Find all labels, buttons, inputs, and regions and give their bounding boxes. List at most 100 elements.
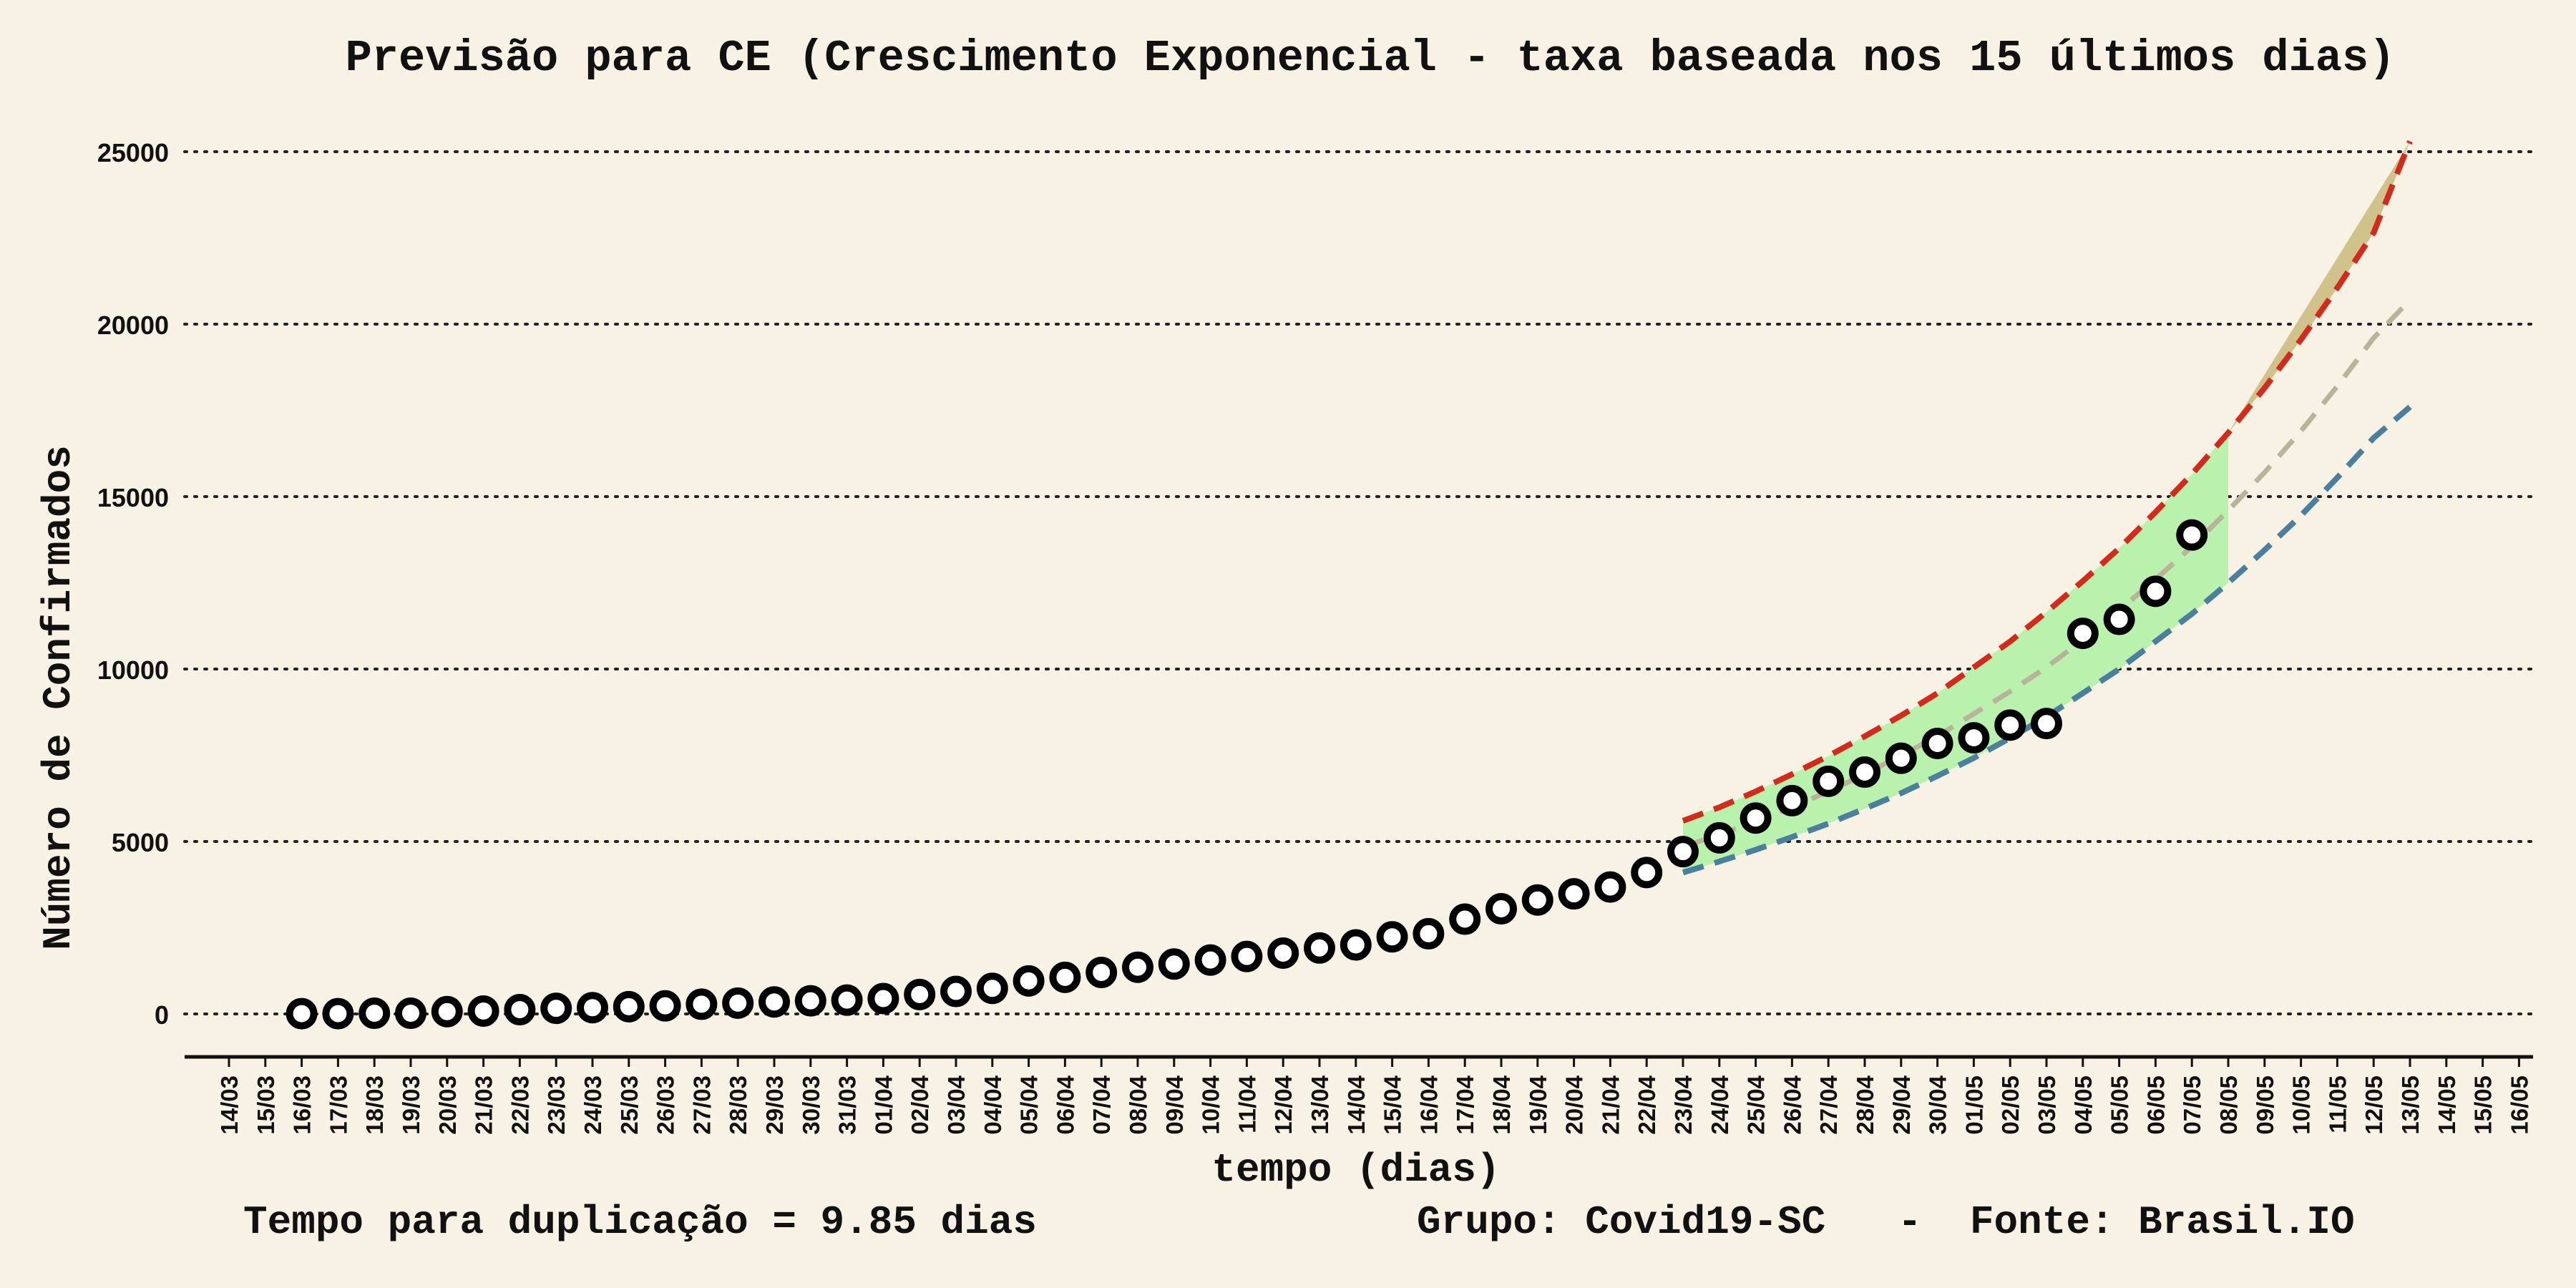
observed-point-29/03	[758, 986, 790, 1018]
observed-point-21/03	[467, 995, 499, 1027]
x-tick-30/04: 30/04	[1925, 1075, 1951, 1134]
x-tick-16/03: 16/03	[289, 1075, 316, 1135]
x-tick-10/05: 10/05	[2288, 1075, 2315, 1135]
observed-point-14/04	[1340, 929, 1372, 961]
x-tick-27/04: 27/04	[1815, 1075, 1842, 1134]
projection-lines	[1682, 140, 2413, 876]
observed-point-04/05	[2067, 618, 2099, 650]
x-tick-15/03: 15/03	[253, 1075, 279, 1135]
observed-point-18/03	[358, 997, 391, 1030]
x-tick-04/05: 04/05	[2070, 1075, 2097, 1135]
observed-point-27/03	[686, 988, 718, 1020]
x-tick-01/04: 01/04	[870, 1075, 897, 1134]
x-tick-23/04: 23/04	[1670, 1075, 1697, 1134]
x-tick-12/05: 12/05	[2361, 1075, 2387, 1135]
observed-point-08/04	[1122, 951, 1153, 983]
x-tick-04/04: 04/04	[980, 1075, 1006, 1134]
x-tick-19/04: 19/04	[1525, 1075, 1551, 1134]
x-tick-02/05: 02/05	[1997, 1075, 2024, 1135]
x-tick-17/04: 17/04	[1452, 1075, 1478, 1134]
x-tick-31/03: 31/03	[834, 1075, 861, 1135]
observed-point-20/04	[1558, 878, 1590, 910]
x-tick-12/04: 12/04	[1270, 1075, 1297, 1134]
central-projection-line	[1682, 298, 2412, 849]
x-tick-23/03: 23/03	[543, 1075, 570, 1135]
doubling-time-note: Tempo para duplicação = 9.85 dias	[243, 1199, 1037, 1245]
observed-point-09/04	[1158, 948, 1190, 980]
x-tick-15/04: 15/04	[1380, 1075, 1406, 1134]
observed-point-05/05	[2103, 603, 2135, 635]
observed-point-11/04	[1231, 940, 1263, 972]
observed-point-12/04	[1267, 937, 1299, 969]
x-tick-14/03: 14/03	[216, 1075, 243, 1135]
forecast-band	[2228, 141, 2410, 433]
x-tick-17/03: 17/03	[325, 1075, 351, 1135]
observed-point-22/04	[1631, 857, 1663, 889]
observed-point-19/04	[1521, 884, 1553, 916]
observed-point-16/03	[286, 997, 318, 1030]
observed-points	[286, 519, 2208, 1030]
x-axis-label: tempo (dias)	[1211, 1147, 1500, 1193]
x-tick-06/04: 06/04	[1052, 1075, 1078, 1134]
x-tick-25/03: 25/03	[616, 1075, 643, 1135]
observed-point-17/04	[1449, 903, 1481, 935]
observed-point-04/04	[976, 972, 1008, 1005]
observed-point-22/03	[504, 993, 536, 1025]
observed-point-26/03	[649, 990, 681, 1022]
observed-point-23/03	[540, 992, 572, 1025]
x-tick-16/04: 16/04	[1415, 1075, 1442, 1134]
x-tick-01/05: 01/05	[1961, 1075, 1987, 1135]
observed-point-28/04	[1849, 756, 1880, 789]
x-tick-13/05: 13/05	[2397, 1075, 2424, 1135]
y-tick-labels: 0 5000 10000 15000 20000 25000	[97, 138, 169, 1030]
observed-point-05/04	[1013, 965, 1045, 997]
observed-point-03/04	[940, 975, 972, 1008]
observed-point-26/04	[1776, 784, 1808, 816]
observed-point-02/04	[904, 978, 936, 1010]
observed-point-20/03	[431, 995, 463, 1028]
observed-point-15/04	[1376, 921, 1408, 953]
x-tick-24/03: 24/03	[580, 1075, 606, 1135]
observed-point-24/04	[1703, 821, 1735, 854]
x-tick-09/05: 09/05	[2252, 1075, 2278, 1135]
observed-point-06/05	[2140, 575, 2172, 608]
bands	[1683, 141, 2410, 873]
x-tick-18/03: 18/03	[361, 1075, 388, 1135]
x-tick-05/05: 05/05	[2107, 1075, 2133, 1135]
x-tick-08/04: 08/04	[1125, 1075, 1151, 1134]
x-tick-25/04: 25/04	[1743, 1075, 1770, 1134]
observed-point-06/04	[1049, 961, 1081, 993]
observed-point-07/05	[2176, 519, 2208, 551]
x-tick-27/03: 27/03	[688, 1075, 715, 1135]
observed-point-17/03	[322, 997, 354, 1030]
y-tick-10000: 10000	[97, 655, 169, 685]
observed-point-23/04	[1667, 836, 1699, 868]
observed-point-18/04	[1485, 893, 1517, 925]
x-tick-22/03: 22/03	[507, 1075, 533, 1135]
x-tick-29/04: 29/04	[1888, 1075, 1915, 1134]
x-tick-20/03: 20/03	[434, 1075, 461, 1135]
x-tick-11/05: 11/05	[2324, 1075, 2351, 1133]
observed-point-21/04	[1594, 871, 1626, 903]
x-tick-21/04: 21/04	[1597, 1075, 1624, 1134]
x-tick-28/03: 28/03	[725, 1075, 751, 1135]
y-tick-0: 0	[155, 1000, 169, 1030]
x-tick-30/03: 30/03	[798, 1075, 824, 1135]
x-tick-22/04: 22/04	[1634, 1075, 1660, 1134]
x-tick-19/03: 19/03	[398, 1075, 424, 1135]
x-tick-21/03: 21/03	[471, 1075, 497, 1135]
grid	[183, 150, 2534, 1015]
x-tick-26/04: 26/04	[1779, 1075, 1805, 1134]
observed-point-19/03	[395, 997, 426, 1030]
chart-title: Previsão para CE (Crescimento Exponencia…	[346, 33, 2396, 84]
x-tick-11/04: 11/04	[1234, 1075, 1260, 1133]
observed-point-28/03	[722, 987, 754, 1019]
observed-point-01/04	[867, 982, 899, 1015]
x-tick-15/05: 15/05	[2470, 1075, 2497, 1135]
x-tick-03/05: 03/05	[2034, 1075, 2060, 1135]
source-note: Grupo: Covid19-SC - Fonte: Brasil.IO	[1417, 1199, 2355, 1245]
observed-point-30/03	[794, 985, 826, 1017]
observed-point-02/05	[1994, 709, 2026, 741]
x-tick-03/04: 03/04	[943, 1075, 970, 1134]
x-tick-26/03: 26/03	[653, 1075, 679, 1135]
